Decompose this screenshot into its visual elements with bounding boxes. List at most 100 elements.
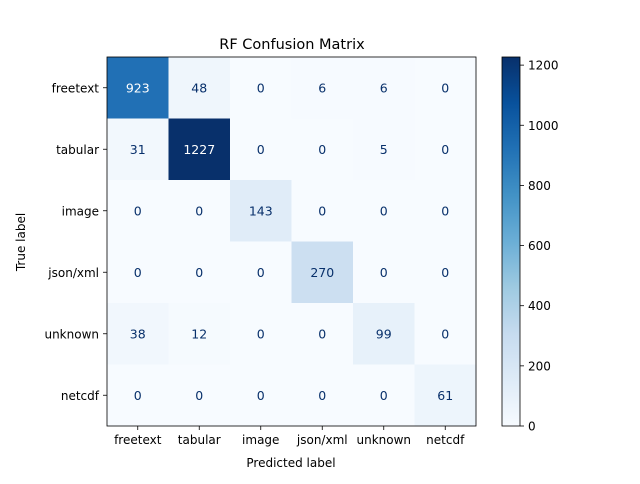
- cell-value-label: 923: [126, 80, 150, 95]
- heatmap-cell: [107, 241, 169, 304]
- heatmap-cell: [168, 303, 231, 365]
- y-axis-ticks: freetext tabular image json/xml unknown netcd…: [44, 81, 107, 403]
- colorbar-ticks: 0 200 400 600 800 1000 1200: [520, 59, 559, 434]
- cell-value-label: 0: [195, 203, 203, 218]
- heatmap-cell: [414, 303, 477, 365]
- cell-value-label: 0: [441, 203, 449, 218]
- heatmap-cell: [414, 241, 477, 304]
- heatmap-cell: [353, 57, 415, 119]
- y-tick-label: tabular: [56, 143, 99, 157]
- heatmap-cell: [353, 364, 415, 427]
- heatmap-cell: [230, 57, 292, 119]
- cell-value-label: 0: [257, 388, 265, 403]
- colorbar-tick-label: 1200: [528, 59, 559, 73]
- heatmap-cell: [230, 241, 292, 304]
- heatmap-cell: [107, 118, 169, 181]
- cell-value-label: 0: [195, 388, 203, 403]
- heatmap-cell: [168, 118, 231, 181]
- cell-value-label: 1227: [183, 142, 215, 157]
- heatmap-cell-labels: 923 48 0 6 6 0 31 1227 0 0 5 0 0 0 143 0 0 0 0 0 0 270 0 0 38 12 0…: [126, 80, 453, 403]
- colorbar: [502, 57, 520, 426]
- heatmap-cell: [168, 241, 231, 304]
- cell-value-label: 0: [441, 142, 449, 157]
- colorbar-tick-label: 0: [528, 420, 536, 434]
- y-tick-label: unknown: [44, 327, 99, 341]
- heatmap-cell: [168, 364, 231, 427]
- cell-value-label: 0: [134, 388, 142, 403]
- cell-value-label: 0: [441, 265, 449, 280]
- heatmap-cell: [291, 57, 354, 119]
- y-tick-label: json/xml: [47, 266, 99, 280]
- heatmap-cell: [291, 118, 354, 181]
- heatmap-cell: [168, 180, 231, 242]
- plot-frame: [106, 56, 477, 427]
- heatmap-cell: [353, 241, 415, 304]
- heatmap-cell: [230, 303, 292, 365]
- colorbar-tick-label: 200: [528, 359, 551, 373]
- heatmap-cell: [353, 118, 415, 181]
- x-tick-label: json/xml: [296, 433, 348, 447]
- x-tick-label: freetext: [114, 433, 162, 447]
- heatmap-cell: [107, 303, 169, 365]
- cell-value-label: 0: [257, 265, 265, 280]
- heatmap-cell: [291, 303, 354, 365]
- cell-value-label: 38: [130, 326, 146, 341]
- cell-value-label: 99: [376, 326, 392, 341]
- y-axis-label: True label: [14, 213, 28, 272]
- cell-value-label: 0: [257, 142, 265, 157]
- heatmap-cell: [107, 57, 169, 119]
- heatmap-cell: [168, 57, 231, 119]
- heatmap-cell: [230, 364, 292, 427]
- x-tick-label: unknown: [356, 433, 411, 447]
- heatmap-cell: [230, 180, 292, 242]
- cell-value-label: 0: [257, 326, 265, 341]
- y-tick-label: freetext: [52, 81, 100, 95]
- colorbar-frame: [501, 56, 521, 427]
- cell-value-label: 0: [318, 326, 326, 341]
- colorbar-tick-label: 400: [528, 299, 551, 313]
- cell-value-label: 0: [380, 388, 388, 403]
- x-axis-label: Predicted label: [246, 456, 335, 470]
- cell-value-label: 0: [380, 203, 388, 218]
- heatmap-cell: [291, 180, 354, 242]
- colorbar-tick-label: 600: [528, 239, 551, 253]
- cell-value-label: 31: [130, 142, 146, 157]
- x-axis-ticks: freetext tabular image json/xml unknown netcd…: [114, 426, 465, 447]
- cell-value-label: 270: [310, 265, 334, 280]
- y-tick-label: netcdf: [61, 389, 100, 403]
- cell-value-label: 5: [380, 142, 388, 157]
- cell-value-label: 0: [441, 80, 449, 95]
- heatmap-cell: [353, 180, 415, 242]
- heatmap-cells: [107, 57, 477, 427]
- cell-value-label: 0: [134, 203, 142, 218]
- heatmap-cell: [414, 118, 477, 181]
- heatmap-cell: [414, 180, 477, 242]
- heatmap-cell: [230, 118, 292, 181]
- heatmap-cell: [414, 364, 477, 427]
- cell-value-label: 0: [257, 80, 265, 95]
- cell-value-label: 61: [437, 388, 453, 403]
- heatmap-cell: [414, 57, 477, 119]
- cell-value-label: 0: [318, 203, 326, 218]
- x-tick-label: netcdf: [426, 433, 465, 447]
- cell-value-label: 12: [191, 326, 207, 341]
- cell-value-label: 6: [380, 80, 388, 95]
- colorbar-tick-label: 1000: [528, 119, 559, 133]
- cell-value-label: 143: [249, 203, 273, 218]
- cell-value-label: 0: [441, 326, 449, 341]
- heatmap-cell: [291, 364, 354, 427]
- colorbar-tick-label: 800: [528, 179, 551, 193]
- cell-value-label: 0: [318, 142, 326, 157]
- cell-value-label: 0: [134, 265, 142, 280]
- chart-title: RF Confusion Matrix: [219, 37, 365, 53]
- heatmap-cell: [107, 364, 169, 427]
- cell-value-label: 6: [318, 80, 326, 95]
- cell-value-label: 0: [318, 388, 326, 403]
- cell-value-label: 48: [191, 80, 207, 95]
- heatmap-cell: [291, 241, 354, 304]
- cell-value-label: 0: [195, 265, 203, 280]
- x-tick-label: image: [242, 433, 279, 447]
- heatmap-cell: [353, 303, 415, 365]
